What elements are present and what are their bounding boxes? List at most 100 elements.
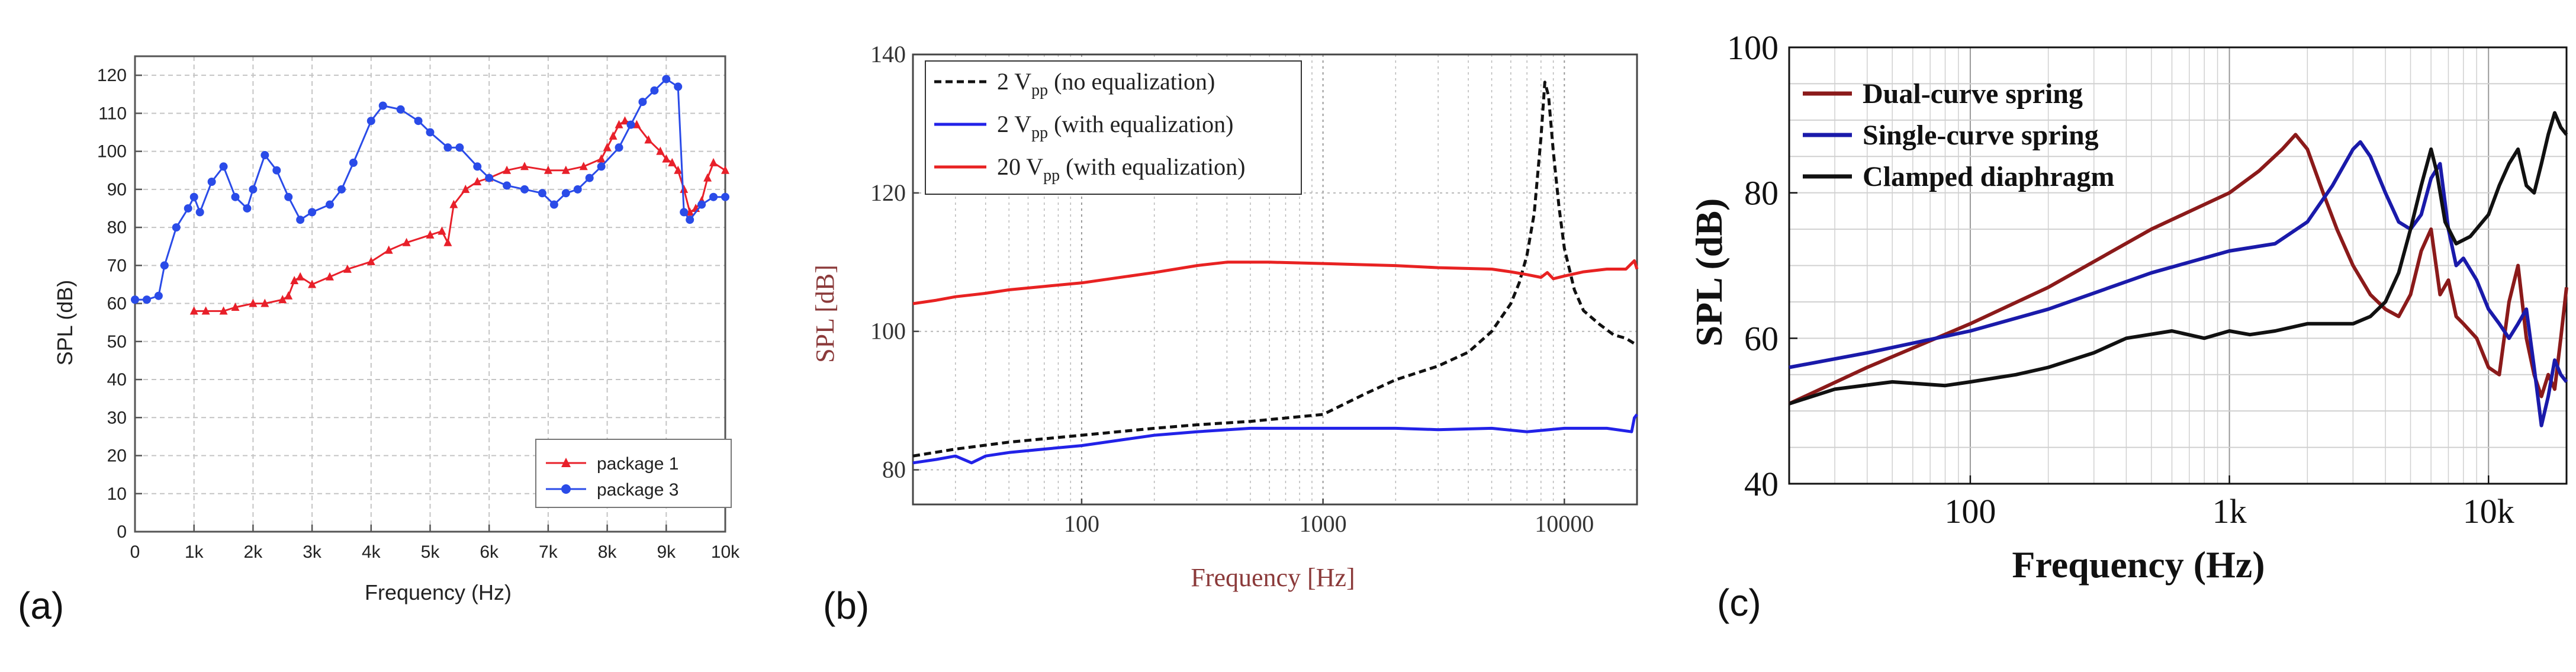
a-data-point xyxy=(290,276,299,285)
a-data-point xyxy=(549,200,558,209)
a-data-point xyxy=(326,200,335,209)
panel-letter-c: (c) xyxy=(1717,581,1761,624)
a-data-point xyxy=(219,162,228,171)
a-data-point xyxy=(189,306,198,315)
panel-a: 0 1k 2k 3k 4k 5k 6k 7k 8k 9k 10k 0 10 20 30 40 50 60 70 80 9… xyxy=(18,55,740,627)
a-data-point xyxy=(615,143,623,152)
a-data-point xyxy=(538,189,546,198)
c-plot-frame xyxy=(1788,46,2568,485)
a-y-tick-label: 100 xyxy=(97,142,127,162)
a-data-point xyxy=(366,117,375,126)
a-data-point xyxy=(573,185,582,194)
c-y-tick-label: 60 xyxy=(1744,319,1779,358)
b-series-line-1 xyxy=(912,413,1638,465)
a-y-tick-label: 0 xyxy=(117,522,127,542)
a-y-tick-label: 10 xyxy=(107,484,127,504)
c-x-axis-label: Frequency (Hz) xyxy=(2012,544,2265,586)
a-data-point xyxy=(243,204,252,213)
a-data-point xyxy=(503,181,512,190)
b-legend-label: 2 Vpp (no equalization) xyxy=(997,68,1215,99)
a-data-point xyxy=(154,291,163,300)
b-x-tick-label: 10000 xyxy=(1535,510,1594,537)
a-legend-swatch-marker xyxy=(561,458,571,467)
a-data-point xyxy=(343,264,352,273)
a-x-tick-label: 7k xyxy=(539,542,558,562)
b-x-tick-label: 100 xyxy=(1064,510,1099,537)
panel-letter-a: (a) xyxy=(18,584,64,627)
a-data-point xyxy=(261,151,269,160)
a-x-tick-label: 9k xyxy=(657,542,676,562)
a-data-point xyxy=(597,162,606,171)
a-data-point xyxy=(597,154,606,163)
a-data-point xyxy=(278,295,287,304)
a-data-point xyxy=(284,291,293,300)
c-y-tick-label: 80 xyxy=(1744,174,1779,213)
a-data-point xyxy=(296,216,305,224)
a-data-point xyxy=(426,230,435,239)
a-data-point xyxy=(349,158,358,167)
a-data-point xyxy=(626,120,635,129)
c-y-tick-label: 100 xyxy=(1727,28,1779,67)
a-data-point xyxy=(721,192,729,201)
a-data-point xyxy=(172,223,181,232)
panel-letter-b: (b) xyxy=(823,584,869,627)
a-data-point xyxy=(438,226,446,235)
a-y-tick-label: 60 xyxy=(107,294,127,314)
b-legend-label-subscript: pp xyxy=(1043,166,1060,185)
b-legend-label-suffix: (with equalization) xyxy=(1048,111,1233,137)
panel-c: 100 1k 10k 40 60 80 100 Frequency (Hz) SPL (dB… xyxy=(1688,28,2568,624)
a-data-point xyxy=(131,295,139,304)
b-x-axis-label: Frequency [Hz] xyxy=(1191,563,1355,592)
a-data-point xyxy=(662,75,671,83)
a-data-point xyxy=(308,208,317,217)
a-data-point xyxy=(638,98,647,107)
a-data-point xyxy=(308,279,317,288)
c-legend-label: Dual-curve spring xyxy=(1863,78,2083,110)
a-y-tick-label: 110 xyxy=(98,104,127,123)
b-legend-label-subscript: pp xyxy=(1031,124,1048,142)
a-data-point xyxy=(201,306,210,315)
a-data-point xyxy=(656,146,665,155)
b-y-tick-label: 120 xyxy=(870,179,906,206)
a-data-point xyxy=(378,101,387,110)
a-data-point xyxy=(615,120,623,128)
a-data-point xyxy=(249,298,258,307)
a-legend-label: package 1 xyxy=(597,454,678,474)
a-data-point xyxy=(231,302,240,311)
a-data-point xyxy=(650,86,659,95)
a-y-tick-label: 30 xyxy=(107,408,127,427)
a-data-point xyxy=(160,261,169,270)
a-data-point xyxy=(461,184,470,193)
c-y-axis-label: SPL (dB) xyxy=(1688,198,1730,347)
c-series-line-1 xyxy=(1789,140,2568,427)
a-data-point xyxy=(249,185,258,194)
a-data-point xyxy=(443,143,452,152)
a-x-tick-label: 2k xyxy=(244,542,263,562)
a-data-point xyxy=(402,237,411,246)
a-data-point xyxy=(703,173,712,182)
a-data-point xyxy=(609,131,618,140)
a-data-point xyxy=(207,177,216,186)
a-data-point xyxy=(620,116,629,125)
a-data-point xyxy=(662,154,671,163)
a-data-point xyxy=(414,117,423,126)
b-y-tick-label: 80 xyxy=(882,456,906,483)
a-legend: package 1 package 3 xyxy=(535,439,732,508)
b-series-line-0 xyxy=(912,81,1638,458)
b-y-tick-label: 100 xyxy=(870,318,906,345)
a-x-tick-label: 1k xyxy=(185,542,204,562)
a-data-point xyxy=(674,82,683,91)
a-data-point xyxy=(680,208,689,217)
c-x-tick-label: 1k xyxy=(2212,492,2247,530)
a-data-point xyxy=(543,165,552,174)
b-x-tick-label: 1000 xyxy=(1300,510,1347,537)
b-legend-label-subscript: pp xyxy=(1031,81,1048,99)
a-data-point xyxy=(284,192,293,201)
a-data-point xyxy=(603,143,612,152)
a-data-point xyxy=(680,184,689,193)
a-data-point xyxy=(142,295,151,304)
a-y-tick-label: 120 xyxy=(97,66,127,85)
a-y-tick-label: 40 xyxy=(107,370,127,390)
b-legend-label-suffix: (no equalization) xyxy=(1048,68,1215,95)
c-y-tick-label: 40 xyxy=(1744,465,1779,503)
